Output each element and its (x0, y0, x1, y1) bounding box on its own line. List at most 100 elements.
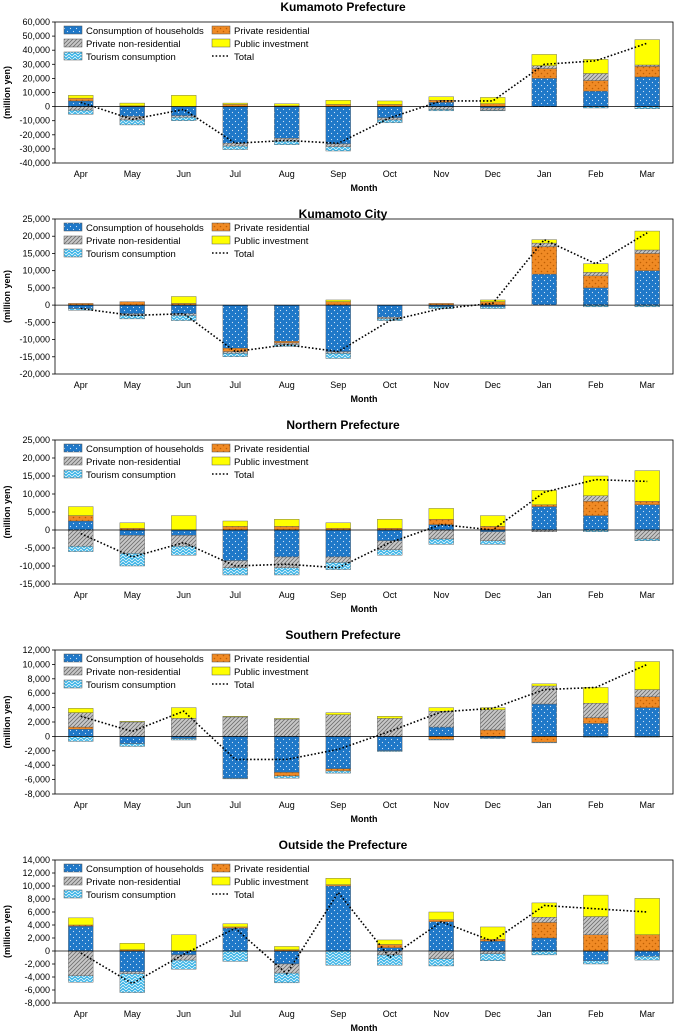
bar-nonres-mar (634, 64, 660, 67)
bar-pub-may (119, 943, 145, 950)
x-tick-label: Jul (229, 800, 241, 810)
legend: Consumption of households Private residen… (63, 222, 310, 260)
bar-tour-jun (171, 959, 197, 970)
legend-label-hh: Consumption of households (86, 26, 204, 37)
total-line (80, 478, 648, 569)
bar-tour-oct (377, 954, 403, 966)
x-tick-label: Sep (330, 590, 346, 600)
y-tick-label: 2,000 (27, 933, 50, 943)
bar-hh-oct (377, 304, 403, 318)
bar-pub-jul (222, 716, 248, 718)
bar-pub-mar (634, 39, 660, 66)
x-tick-label: Apr (74, 169, 88, 179)
bar-tour-apr (68, 736, 94, 742)
legend-swatch-tour (63, 248, 83, 258)
x-tick-label: Jul (229, 590, 241, 600)
legend-swatch-hh (63, 443, 83, 453)
y-tick-label: 50,000 (22, 31, 50, 41)
bar-tour-sep (325, 562, 351, 570)
bar-hh-feb (583, 515, 609, 531)
y-tick-label: -2,000 (24, 746, 50, 756)
bar-tour-dec (480, 737, 506, 739)
bar-tour-dec (480, 540, 506, 545)
bar-res-jan (531, 922, 557, 939)
legend-swatch-pub (211, 456, 231, 466)
bar-tour-jul (222, 950, 248, 962)
chart-title: Southern Prefecture (285, 628, 401, 642)
bar-res-nov (428, 736, 454, 740)
legend-label-tour: Tourism consumption (86, 680, 176, 691)
legend-swatch-tour (63, 51, 83, 61)
legend-label-res: Private residential (234, 26, 310, 37)
bar-nonres-aug (274, 718, 300, 737)
bar-nonres-aug (274, 556, 300, 569)
y-tick-label: 0 (45, 731, 50, 741)
x-tick-label: Jan (537, 1009, 552, 1019)
plot-area (54, 859, 674, 1004)
y-tick-label: 0 (45, 300, 50, 310)
y-tick-label: 8,000 (27, 894, 50, 904)
bar-hh-apr (68, 304, 94, 309)
y-tick-label: 40,000 (22, 45, 50, 55)
x-tick-label: Feb (588, 380, 604, 390)
y-tick-label: 25,000 (22, 214, 50, 224)
bar-res-nov (428, 519, 454, 525)
bar-tour-jul (222, 145, 248, 150)
bar-hh-jul (222, 928, 248, 952)
legend-swatch-tour (63, 889, 83, 899)
y-tick-label: 2,000 (27, 717, 50, 727)
x-tick-label: Jan (537, 590, 552, 600)
x-tick-label: Feb (588, 800, 604, 810)
bar-pub-aug (274, 946, 300, 950)
y-tick-label: 6,000 (27, 907, 50, 917)
bar-tour-nov (428, 538, 454, 545)
bar-res-dec (480, 103, 506, 107)
bar-pub-apr (68, 506, 94, 516)
bar-nonres-feb (583, 916, 609, 935)
y-tick-label: 12,000 (22, 645, 50, 655)
bar-nonres-apr (68, 712, 94, 728)
y-tick-label: 10,000 (22, 88, 50, 98)
legend-label-tour: Tourism consumption (86, 470, 176, 481)
bar-hh-may (119, 529, 145, 536)
bar-tour-apr (68, 109, 94, 115)
bar-hh-oct (377, 947, 403, 952)
x-tick-label: Nov (433, 380, 450, 390)
bar-res-aug (274, 772, 300, 777)
y-axis-label: (million yen) (2, 270, 12, 323)
bar-nonres-sep (325, 714, 351, 737)
x-tick-label: Apr (74, 1009, 88, 1019)
bar-nonres-dec (480, 531, 506, 541)
y-tick-label: 15,000 (22, 248, 50, 258)
x-tick-label: Jul (229, 380, 241, 390)
x-axis-label: Month (351, 814, 378, 824)
chart-title: Kumamoto Prefecture (280, 0, 406, 14)
legend-swatch-hh (63, 222, 83, 232)
bar-tour-nov (428, 958, 454, 967)
y-tick-label: -10,000 (19, 561, 50, 571)
bar-tour-apr (68, 975, 94, 983)
x-tick-label: Feb (588, 590, 604, 600)
bar-hh-feb (583, 723, 609, 737)
bar-pub-oct (377, 519, 403, 529)
x-tick-label: Apr (74, 800, 88, 810)
y-tick-label: 20,000 (22, 73, 50, 83)
x-tick-label: Mar (640, 1009, 656, 1019)
chart-panel-5: Outside the Prefecture -8,000 -6,000 -4,000… (2, 838, 674, 1033)
bar-pub-dec (480, 926, 506, 940)
bar-tour-jun (171, 546, 197, 556)
legend-label-hh: Consumption of households (86, 864, 204, 875)
bar-tour-may (119, 553, 145, 567)
bar-tour-oct (377, 750, 403, 752)
legend-swatch-nonres (63, 876, 83, 886)
bar-hh-mar (634, 504, 660, 531)
legend-label-pub: Public investment (234, 236, 309, 247)
bar-hh-sep (325, 736, 351, 770)
bar-nonres-jul (222, 351, 248, 354)
x-tick-label: Dec (485, 380, 502, 390)
bar-nonres-mar (634, 249, 660, 254)
y-tick-label: -15,000 (19, 579, 50, 589)
bar-tour-jul (222, 353, 248, 357)
y-tick-label: 8,000 (27, 674, 50, 684)
chart-title: Outside the Prefecture (279, 838, 408, 852)
